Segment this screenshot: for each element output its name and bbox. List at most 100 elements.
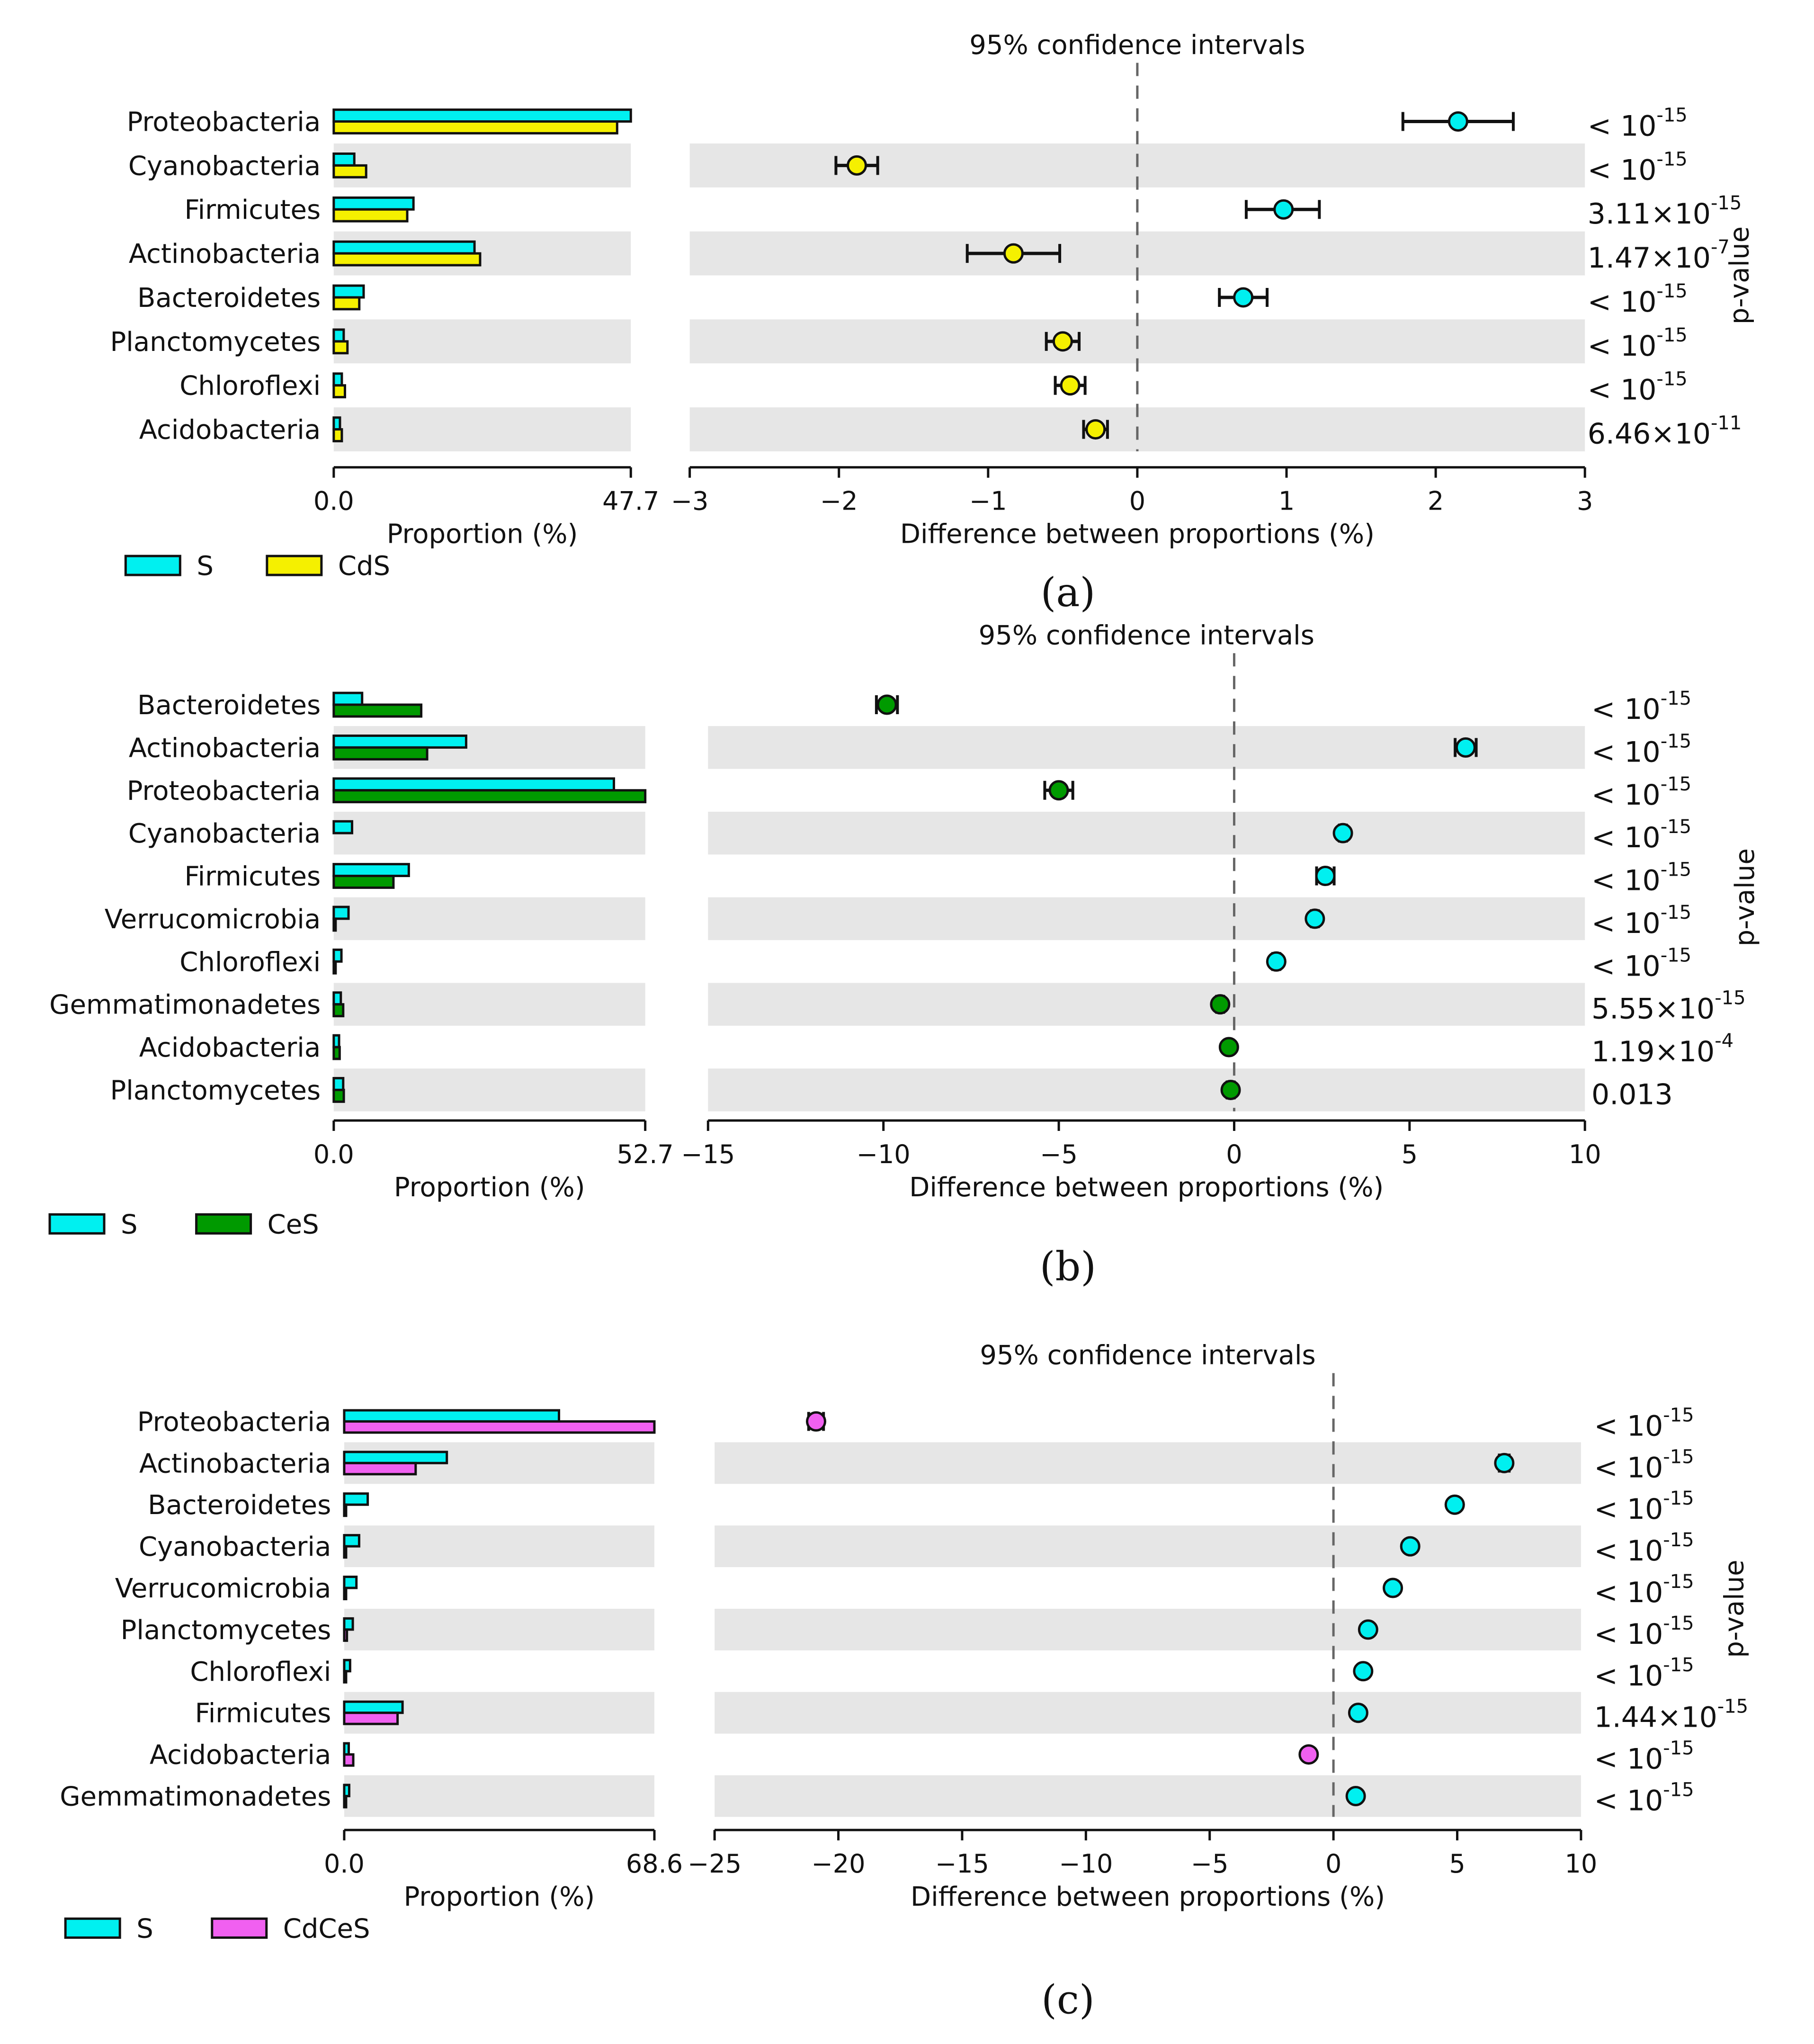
- panel-c-bar-treatment: [343, 1753, 355, 1767]
- panel-a-pvalue-label: p-value: [1725, 226, 1755, 324]
- panel-c-diff-tick-label: 10: [1565, 1849, 1598, 1879]
- panel-a-bar-s: [332, 372, 343, 387]
- panel-b-prop-tick-label: 0.0: [313, 1139, 354, 1169]
- panel-c-bar-s: [343, 1534, 360, 1548]
- panel-b-row-band: [333, 1068, 645, 1112]
- panel-a-caption: (a): [1041, 569, 1096, 616]
- panel-b-legend-label: CeS: [268, 1209, 319, 1240]
- panel-c-taxon-label: Bacteroidetes: [148, 1490, 331, 1521]
- panel-c-bar-treatment: [343, 1670, 348, 1684]
- panel-c-p-value: < 10-15: [1594, 1613, 1694, 1651]
- panel-c-diff-point: [1298, 1744, 1319, 1765]
- panel-c-bar-s: [343, 1700, 404, 1714]
- panel-c-row-band: [344, 1608, 654, 1650]
- panel-a-bar-treatment: [332, 428, 343, 442]
- panel-c-p-value: < 10-15: [1594, 1779, 1694, 1817]
- panel-a-taxon-label: Chloroflexi: [179, 371, 321, 402]
- panel-c-bar-treatment: [343, 1545, 348, 1559]
- panel-c-p-value: < 10-15: [1594, 1529, 1694, 1568]
- panel-c-bar-treatment: [343, 1794, 348, 1809]
- panel-c-bar-s: [343, 1409, 561, 1423]
- panel-b-diff-tick-label: −5: [1040, 1139, 1078, 1169]
- panel-b-row-band: [333, 983, 645, 1026]
- panel-c-taxon-label: Planctomycetes: [121, 1615, 331, 1646]
- panel-a-bar-treatment: [332, 384, 346, 399]
- panel-b-bar-treatment: [332, 1088, 345, 1103]
- panel-b-diff-point: [1305, 908, 1325, 929]
- panel-b-taxon-label: Firmicutes: [184, 861, 321, 892]
- panel-a-bar-treatment: [332, 340, 349, 355]
- panel-c-bar-s: [343, 1492, 369, 1506]
- panel-c-diff-point: [1400, 1536, 1421, 1557]
- panel-c-row-band: [344, 1525, 654, 1568]
- panel-b-taxon-label: Gemmatimonadetes: [49, 990, 321, 1021]
- panel-a-diff-tick-label: 1: [1278, 486, 1295, 516]
- panel-a-bar-s: [332, 240, 476, 255]
- panel-c-taxon-label: Gemmatimonadetes: [60, 1781, 331, 1812]
- panel-c-diff-point: [1494, 1452, 1515, 1473]
- panel-b-diff-point: [1210, 994, 1231, 1015]
- panel-c-diff-tick-label: −15: [935, 1849, 989, 1879]
- panel-c-diff-tick-label: −10: [1059, 1849, 1113, 1879]
- panel-c-taxon-label: Verrucomicrobia: [115, 1573, 331, 1604]
- panel-a-row-band: [333, 143, 631, 188]
- panel-b-bar-treatment: [332, 1003, 345, 1018]
- panel-c-diff-axis-label: Difference between proportions (%): [911, 1882, 1385, 1912]
- panel-b-legend-label: S: [121, 1209, 138, 1240]
- panel-b-bar-s: [332, 820, 354, 834]
- panel-c-bar-s: [343, 1617, 354, 1631]
- panel-a-p-value: 3.11×10-15: [1588, 192, 1742, 231]
- panel-a-legend-swatch: [266, 555, 323, 576]
- panel-c-bar-treatment: [343, 1628, 349, 1642]
- panel-a-row-band: [333, 319, 631, 364]
- panel-b-bar-s: [332, 691, 364, 706]
- panel-c-diff-tick-label: 5: [1449, 1849, 1465, 1879]
- panel-c-diff-point: [1348, 1703, 1368, 1723]
- panel-c-ci-title: 95% confidence intervals: [980, 1340, 1315, 1371]
- panel-b-row-band: [333, 897, 645, 941]
- panel-c-taxon-label: Acidobacteria: [150, 1740, 331, 1771]
- panel-c-prop-tick-label: 0.0: [324, 1849, 365, 1879]
- panel-b-diff-tick-label: 10: [1569, 1139, 1601, 1169]
- panel-c-legend-label: CdCeS: [283, 1913, 370, 1944]
- panel-b-row-band: [708, 726, 1585, 769]
- panel-b-bar-treatment: [332, 875, 395, 889]
- panel-a-bar-s: [332, 152, 356, 167]
- panel-c-diff-point: [1383, 1578, 1403, 1598]
- panel-b-bar-treatment: [332, 1046, 341, 1060]
- panel-b-taxon-label: Proteobacteria: [127, 776, 321, 807]
- panel-a-bar-s: [332, 284, 365, 299]
- panel-a-p-value: < 10-15: [1588, 280, 1688, 319]
- panel-b-bar-s: [332, 905, 350, 920]
- panel-c-diff-point: [1444, 1494, 1465, 1515]
- panel-a-bar-s: [332, 196, 415, 211]
- panel-c-legend-swatch: [211, 1917, 268, 1939]
- panel-b-diff-point: [1266, 951, 1287, 972]
- panel-b-row-band: [708, 811, 1585, 855]
- panel-a-legend-label: S: [197, 551, 214, 582]
- panel-c-prop-axis-label: Proportion (%): [404, 1882, 595, 1912]
- panel-c-row-band: [715, 1608, 1581, 1650]
- panel-a-taxon-label: Cyanobacteria: [128, 151, 321, 181]
- panel-c-taxon-label: Proteobacteria: [137, 1407, 331, 1437]
- panel-b-bar-treatment: [332, 789, 647, 804]
- panel-b-p-value: < 10-15: [1591, 816, 1691, 854]
- panel-b-p-value: < 10-15: [1591, 859, 1691, 897]
- panel-a-taxon-label: Actinobacteria: [129, 239, 321, 269]
- panel-b-bar-s: [332, 735, 467, 749]
- panel-a-p-value: < 10-15: [1588, 148, 1688, 187]
- panel-a-diff-tick-label: −1: [969, 486, 1007, 516]
- panel-c-row-band: [715, 1442, 1581, 1484]
- panel-a-prop-tick-label: 0.0: [313, 486, 354, 516]
- panel-c-bar-treatment: [343, 1420, 656, 1434]
- panel-b-taxon-label: Bacteroidetes: [137, 690, 321, 721]
- panel-a-diff-point: [1273, 199, 1294, 220]
- panel-c-p-value: < 10-15: [1594, 1488, 1694, 1526]
- panel-c-diff-point: [805, 1411, 826, 1432]
- panel-b-diff-point: [876, 694, 897, 715]
- panel-b-row-band: [708, 897, 1585, 941]
- panel-b-prop-tick-label: 52.7: [617, 1139, 674, 1169]
- panel-a-diff-tick-label: −2: [820, 486, 858, 516]
- panel-c-diff-point: [1345, 1785, 1366, 1806]
- panel-b-diff-point: [1455, 737, 1476, 758]
